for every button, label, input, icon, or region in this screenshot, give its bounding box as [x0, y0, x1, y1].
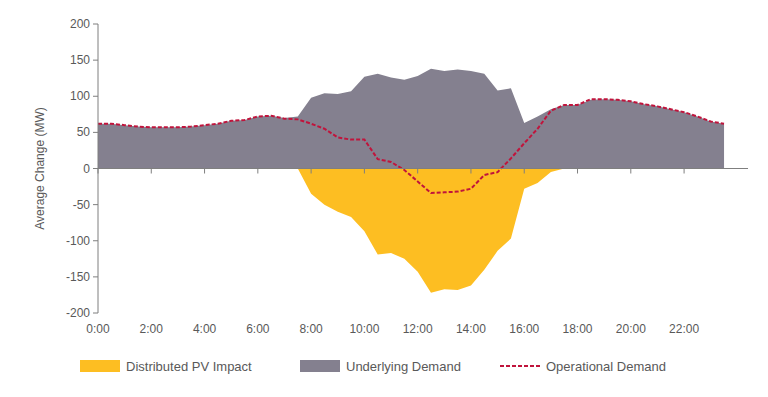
y-tick-label: -50	[73, 198, 91, 212]
chart: -200 -150 -100 -50 0 50 100 150 200 0:00 2:00 4:00 6…	[0, 0, 768, 397]
legend-swatch	[80, 360, 120, 372]
y-tick-label: 50	[77, 125, 91, 139]
x-tick	[98, 169, 99, 174]
legend-swatch	[300, 360, 340, 372]
x-tick-label: 10:00	[349, 322, 379, 336]
x-tick-label: 0:00	[86, 322, 110, 336]
x-tick-label: 2:00	[140, 322, 164, 336]
x-tick-label: 18:00	[563, 322, 593, 336]
y-tick	[93, 240, 98, 241]
x-axis	[98, 168, 748, 169]
x-tick	[417, 169, 418, 174]
y-axis	[98, 24, 99, 313]
legend-item: Distributed PV Impact	[80, 359, 252, 374]
y-tick-label: -100	[66, 234, 90, 248]
y-tick	[93, 168, 98, 169]
x-tick	[204, 169, 205, 174]
x-tick	[470, 169, 471, 174]
legend-item: Underlying Demand	[300, 359, 461, 374]
legend-swatch	[500, 365, 540, 367]
x-tick-label: 20:00	[616, 322, 646, 336]
y-tick-label: 200	[70, 17, 90, 31]
y-tick	[93, 204, 98, 205]
y-tick	[93, 96, 98, 97]
x-tick	[311, 169, 312, 174]
y-tick-label: 100	[70, 89, 90, 103]
y-tick	[93, 276, 98, 277]
x-tick-label: 12:00	[403, 322, 433, 336]
y-tick	[93, 313, 98, 314]
x-tick-label: 14:00	[456, 322, 486, 336]
area	[98, 69, 724, 169]
x-tick-label: 6:00	[246, 322, 270, 336]
plot-area	[98, 69, 724, 293]
line	[98, 99, 724, 193]
legend-label: Operational Demand	[546, 359, 666, 374]
area	[98, 169, 724, 293]
y-tick-label: -150	[66, 270, 90, 284]
y-tick	[93, 132, 98, 133]
x-tick	[257, 169, 258, 174]
x-tick-label: 8:00	[299, 322, 323, 336]
x-tick	[684, 169, 685, 174]
legend-label: Distributed PV Impact	[126, 359, 252, 374]
x-tick	[630, 169, 631, 174]
y-tick-label: 0	[83, 162, 90, 176]
legend-item: Operational Demand	[500, 359, 666, 374]
y-tick	[93, 24, 98, 25]
y-axis-label: Average Change (MW)	[33, 107, 47, 230]
x-tick	[364, 169, 365, 174]
x-tick	[151, 169, 152, 174]
y-tick-label: -200	[66, 306, 90, 320]
x-tick-label: 22:00	[669, 322, 699, 336]
x-tick	[577, 169, 578, 174]
x-tick	[524, 169, 525, 174]
x-tick-label: 4:00	[193, 322, 217, 336]
legend-label: Underlying Demand	[346, 359, 461, 374]
x-tick-label: 16:00	[509, 322, 539, 336]
y-tick-label: 150	[70, 53, 90, 67]
y-tick	[93, 60, 98, 61]
